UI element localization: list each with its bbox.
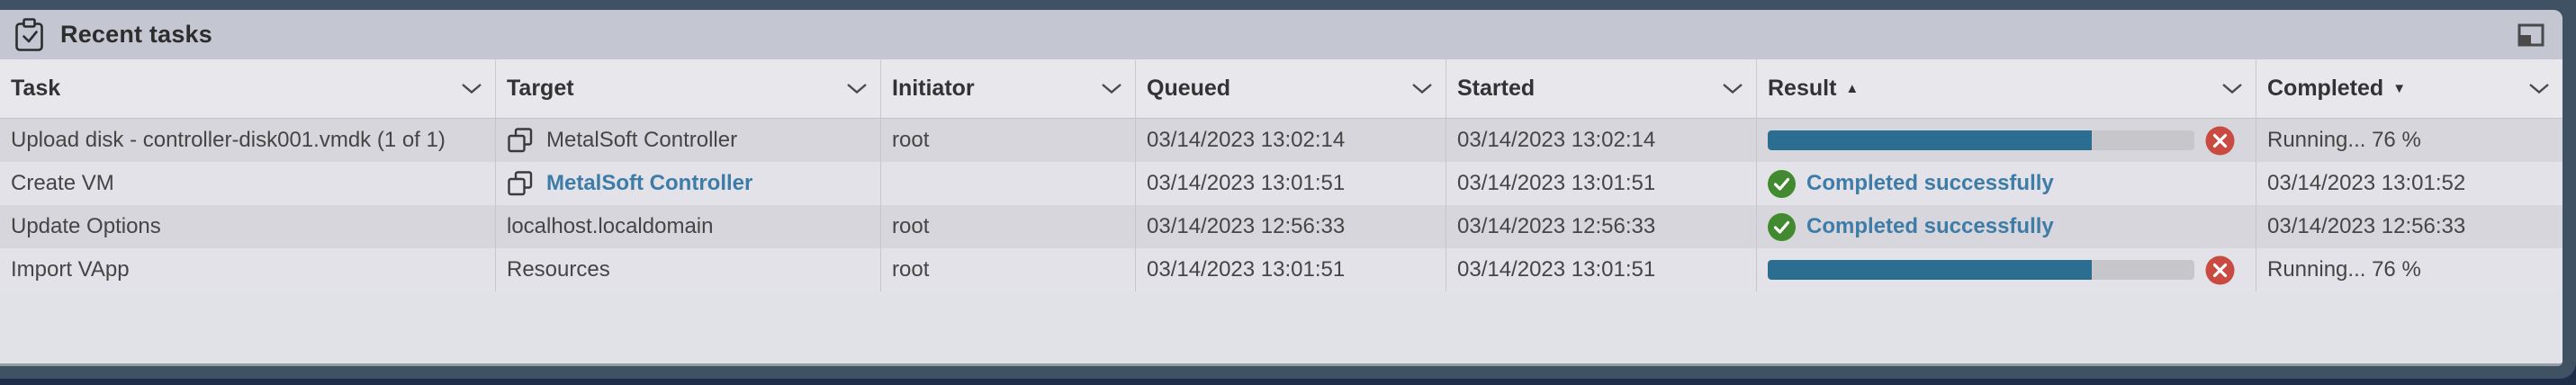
table-row[interactable]: Import VApp Resources root 03/14/2023 13… bbox=[0, 248, 2562, 291]
column-label: Completed bbox=[2267, 76, 2384, 101]
task-cell: Import VApp bbox=[0, 248, 496, 291]
result-cell bbox=[1757, 119, 2256, 162]
sort-descending-icon: ▼ bbox=[2392, 81, 2407, 96]
column-label: Initiator bbox=[892, 76, 975, 101]
column-label: Task bbox=[11, 76, 61, 101]
column-header-completed[interactable]: Completed ▼ bbox=[2256, 59, 2562, 118]
restore-panel-button[interactable] bbox=[2517, 23, 2544, 47]
task-progress-fill bbox=[1768, 130, 2093, 150]
target-cell: MetalSoft Controller bbox=[496, 119, 881, 162]
vm-icon bbox=[507, 127, 534, 154]
completed-cell: Running... 76 % bbox=[2267, 128, 2421, 152]
result-status-link[interactable]: Completed successfully bbox=[1806, 171, 2054, 195]
cancel-task-icon[interactable] bbox=[2205, 126, 2235, 156]
column-label: Result bbox=[1768, 76, 1837, 101]
task-cell: Create VM bbox=[0, 162, 496, 205]
column-header-initiator[interactable]: Initiator bbox=[881, 59, 1136, 118]
column-menu-chevron-icon[interactable] bbox=[450, 83, 482, 94]
success-check-icon bbox=[1768, 169, 1796, 198]
initiator-cell: root bbox=[881, 205, 1136, 248]
initiator-cell: root bbox=[881, 119, 1136, 162]
target-name: MetalSoft Controller bbox=[546, 128, 738, 152]
queued-cell: 03/14/2023 13:02:14 bbox=[1136, 119, 1446, 162]
queued-cell: 03/14/2023 13:01:51 bbox=[1136, 248, 1446, 291]
panel-title: Recent tasks bbox=[60, 21, 212, 48]
target-name: localhost.localdomain bbox=[507, 214, 714, 238]
target-cell: localhost.localdomain bbox=[496, 205, 881, 248]
success-check-icon bbox=[1768, 212, 1796, 241]
queued-cell: 03/14/2023 12:56:33 bbox=[1136, 205, 1446, 248]
target-name: Resources bbox=[507, 257, 610, 282]
column-header-target[interactable]: Target bbox=[496, 59, 881, 118]
task-progress-bar bbox=[1768, 260, 2194, 280]
completed-cell: 03/14/2023 13:01:52 bbox=[2267, 171, 2466, 195]
completed-cell: 03/14/2023 12:56:33 bbox=[2267, 214, 2466, 238]
target-link[interactable]: MetalSoft Controller bbox=[546, 171, 753, 195]
target-cell: Resources bbox=[496, 248, 881, 291]
completed-cell: Running... 76 % bbox=[2267, 257, 2421, 282]
started-cell: 03/14/2023 12:56:33 bbox=[1446, 205, 1757, 248]
result-cell: Completed successfully bbox=[1757, 162, 2256, 205]
column-header-queued[interactable]: Queued bbox=[1136, 59, 1446, 118]
started-cell: 03/14/2023 13:02:14 bbox=[1446, 119, 1757, 162]
vm-icon bbox=[507, 170, 534, 197]
column-label: Target bbox=[507, 76, 574, 101]
column-header-result[interactable]: Result ▲ bbox=[1757, 59, 2256, 118]
column-header-started[interactable]: Started bbox=[1446, 59, 1757, 118]
task-progress-fill bbox=[1768, 260, 2093, 280]
result-status-link[interactable]: Completed successfully bbox=[1806, 214, 2054, 238]
table-row[interactable]: Create VM MetalSoft Controller 03/14/202… bbox=[0, 162, 2562, 205]
column-label: Started bbox=[1457, 76, 1536, 101]
queued-cell: 03/14/2023 13:01:51 bbox=[1136, 162, 1446, 205]
initiator-cell bbox=[881, 162, 1136, 205]
panel-titlebar: Recent tasks bbox=[0, 10, 2562, 59]
result-cell bbox=[1757, 248, 2256, 291]
target-cell: MetalSoft Controller bbox=[496, 162, 881, 205]
sort-ascending-icon: ▲ bbox=[1845, 81, 1860, 96]
column-menu-chevron-icon[interactable] bbox=[1401, 83, 1433, 94]
column-menu-chevron-icon[interactable] bbox=[2517, 83, 2550, 94]
table-row[interactable]: Upload disk - controller-disk001.vmdk (1… bbox=[0, 119, 2562, 162]
column-label: Queued bbox=[1147, 76, 1231, 101]
initiator-cell: root bbox=[881, 248, 1136, 291]
cancel-task-icon[interactable] bbox=[2205, 255, 2235, 285]
column-menu-chevron-icon[interactable] bbox=[1090, 83, 1122, 94]
column-menu-chevron-icon[interactable] bbox=[2211, 83, 2243, 94]
column-menu-chevron-icon[interactable] bbox=[835, 83, 868, 94]
column-menu-chevron-icon[interactable] bbox=[1711, 83, 1743, 94]
table-header-row: Task Target Initiator Queued bbox=[0, 59, 2562, 119]
started-cell: 03/14/2023 13:01:51 bbox=[1446, 248, 1757, 291]
task-cell: Upload disk - controller-disk001.vmdk (1… bbox=[0, 119, 496, 162]
result-cell: Completed successfully bbox=[1757, 205, 2256, 248]
recent-tasks-panel: Recent tasks Task Target bbox=[0, 10, 2562, 366]
clipboard-check-icon bbox=[14, 17, 44, 52]
empty-table-area bbox=[0, 291, 2562, 363]
table-row[interactable]: Update Options localhost.localdomain roo… bbox=[0, 205, 2562, 248]
column-header-task[interactable]: Task bbox=[0, 59, 496, 118]
started-cell: 03/14/2023 13:01:51 bbox=[1446, 162, 1757, 205]
task-progress-bar bbox=[1768, 130, 2194, 150]
task-cell: Update Options bbox=[0, 205, 496, 248]
